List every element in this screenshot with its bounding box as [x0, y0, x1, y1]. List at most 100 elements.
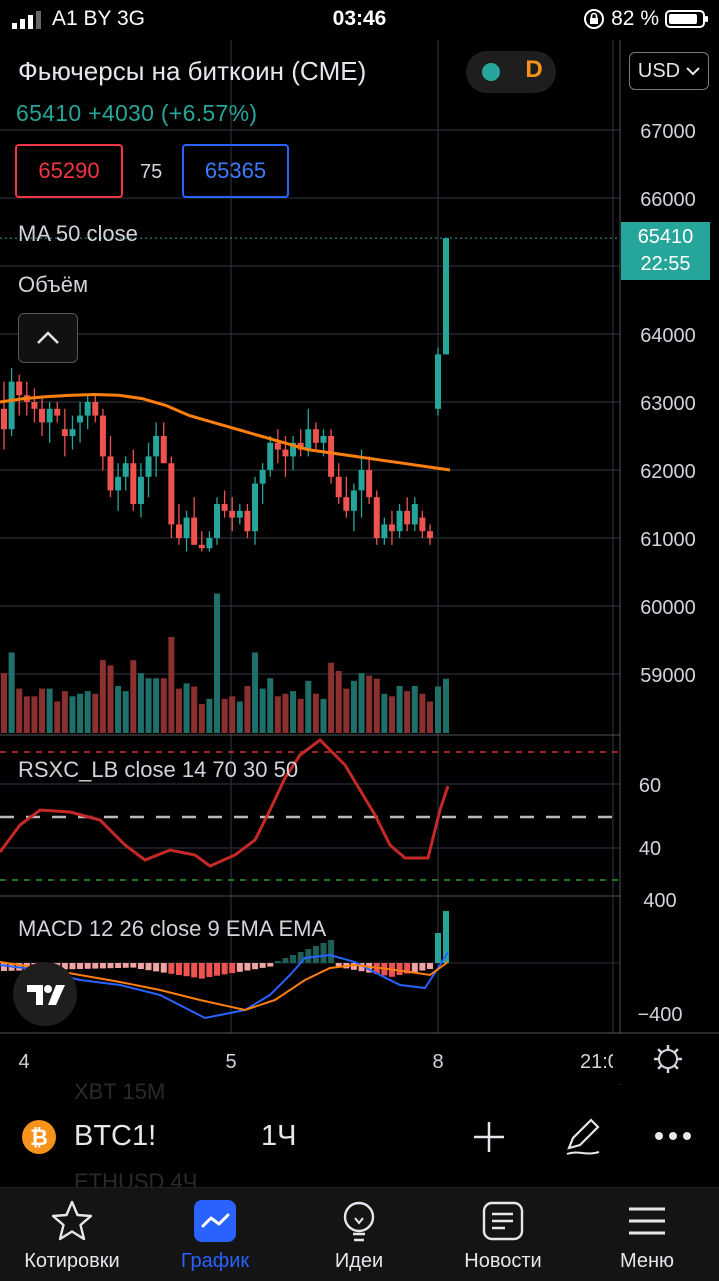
macd-histogram-bar	[267, 963, 274, 967]
tv-logo-icon	[27, 985, 65, 1005]
rsi-indicator-label[interactable]: RSXC_LB close 14 70 30 50	[18, 757, 299, 782]
last-price-value: 65410	[637, 226, 694, 248]
price-tick-label: 60000	[640, 597, 696, 619]
candle-body	[206, 538, 213, 549]
candle-body	[31, 402, 38, 409]
collapse-indicators-button[interactable]	[18, 313, 78, 363]
price-tick-label: 63000	[640, 393, 696, 415]
tab-quotes[interactable]: Котировки	[0, 1188, 144, 1281]
currency-select[interactable]: USD	[629, 52, 709, 90]
candle-body	[396, 510, 403, 532]
instrument-title[interactable]: Фьючерсы на биткоин (CME)	[18, 56, 367, 86]
macd-histogram-bar	[1, 963, 7, 971]
candle-body	[46, 408, 53, 423]
clock: 03:46	[332, 7, 387, 30]
rsi-line	[0, 738, 450, 868]
volume-bar	[69, 696, 76, 733]
candle-body	[404, 510, 411, 525]
rsi-tick-label: 60	[639, 775, 661, 797]
ma-line	[0, 392, 451, 472]
signal-icon	[12, 11, 41, 29]
macd-histogram-bar	[335, 963, 342, 967]
macd-histogram-bar	[328, 940, 335, 963]
menu-icon	[629, 1207, 665, 1235]
candle-body	[92, 402, 99, 416]
macd-histogram-bar	[145, 963, 152, 971]
price-chart[interactable]: 67000 66000 64000 63000 62000 61000 60000 59000…	[0, 0, 719, 1085]
tab-menu[interactable]: Меню	[575, 1188, 719, 1281]
macd-histogram-bar	[290, 955, 297, 963]
ma-indicator-label[interactable]: MA 50 close	[18, 221, 138, 246]
candle-body	[443, 238, 449, 355]
macd-line	[0, 951, 449, 1020]
status-bar: A1 BY 3G 03:46 82 %	[0, 0, 719, 40]
last-price-label: 65410 22:55	[621, 222, 710, 280]
plus-icon[interactable]	[472, 1120, 506, 1154]
macd-histogram-bar	[252, 963, 259, 970]
volume-bar	[443, 678, 449, 733]
macd-histogram-bar	[419, 963, 426, 971]
interval-button[interactable]: 1Ч	[261, 1120, 297, 1152]
axis-mask	[613, 1034, 621, 1084]
more-icon[interactable]	[654, 1130, 692, 1142]
symbol-toolbar: XBT 15M ETHUSD 4Ч	[0, 1079, 719, 1194]
volume-bar	[366, 675, 373, 733]
time-tick-label: 5	[225, 1051, 236, 1073]
macd-histogram-bar	[99, 963, 106, 969]
price-tick-label: 64000	[640, 325, 696, 347]
volume-bar	[381, 693, 388, 733]
macd-histogram-bar	[320, 943, 327, 963]
sell-button[interactable]: 65290	[15, 144, 123, 198]
macd-histogram-bar	[160, 963, 167, 973]
bulb-icon	[343, 1201, 375, 1242]
session-badge[interactable]: D	[466, 51, 556, 93]
time-tick-label: 4	[18, 1051, 29, 1073]
volume-bar	[305, 680, 312, 733]
macd-histogram-bar	[198, 963, 205, 979]
volume-bar	[358, 673, 365, 733]
volume-bar	[39, 688, 46, 733]
volume-bar	[122, 691, 129, 733]
volume-bar	[328, 662, 335, 733]
volume-bar	[191, 686, 198, 733]
market-status-dot	[482, 63, 500, 81]
volume-bar	[435, 686, 441, 733]
volume-bar	[153, 678, 160, 733]
pencil-icon[interactable]	[563, 1114, 603, 1158]
tab-chart[interactable]: График	[143, 1188, 287, 1281]
candle-body	[8, 381, 15, 430]
candle-body	[153, 436, 160, 457]
tab-ideas[interactable]: Идеи	[287, 1188, 431, 1281]
candle-body	[427, 531, 433, 538]
volume-bar	[343, 688, 350, 733]
bottom-tab-bar: Котировки График Идеи Новости Меню	[0, 1187, 719, 1281]
candle-body	[373, 497, 380, 538]
volume-indicator-label[interactable]: Объём	[18, 272, 89, 297]
candle-body	[191, 517, 198, 545]
price-tick-label: 66000	[640, 189, 696, 211]
symbol-button[interactable]: BTC1!	[74, 1120, 157, 1152]
star-icon	[51, 1200, 93, 1241]
tab-news[interactable]: Новости	[431, 1188, 575, 1281]
buy-button[interactable]: 65365	[182, 144, 289, 198]
candle-body	[366, 470, 373, 498]
time-tick-label: 8	[432, 1051, 443, 1073]
candle-body	[115, 476, 122, 491]
volume-bar	[236, 701, 243, 733]
candle-body	[99, 415, 106, 457]
volume-bar	[31, 696, 38, 733]
volume-bar	[77, 693, 84, 733]
candle-body	[343, 497, 350, 511]
candle-body	[381, 524, 388, 538]
candle-body	[198, 544, 205, 549]
candle-body	[411, 504, 418, 525]
volume-bar	[373, 678, 380, 733]
volume-bar	[267, 678, 274, 733]
candle-body	[252, 483, 259, 532]
candle-body	[267, 442, 274, 470]
candle-body	[160, 436, 167, 464]
macd-indicator-label[interactable]: MACD 12 26 close 9 EMA EMA	[18, 916, 327, 941]
macd-histogram-bar	[175, 963, 182, 975]
tradingview-logo[interactable]	[13, 962, 77, 1026]
macd-histogram-bar	[137, 963, 144, 969]
